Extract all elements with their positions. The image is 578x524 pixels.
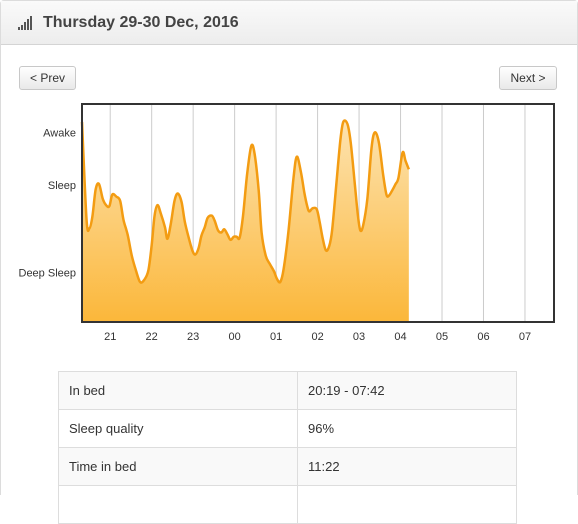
table-row: Sleep quality 96% — [58, 409, 517, 448]
sleep-area-series — [80, 119, 410, 322]
prev-button[interactable]: < Prev — [19, 66, 76, 90]
y-category-label: Awake — [43, 127, 76, 139]
table-cell-label: Time in bed — [58, 447, 298, 486]
panel-header: Thursday 29-30 Dec, 2016 — [1, 1, 577, 45]
sleep-chart-svg: Deep Sleep Sleep Awake 21 22 23 00 01 02 03 04 05 0… — [19, 103, 555, 343]
table-row: In bed 20:19 - 07:42 — [58, 371, 517, 410]
next-button[interactable]: Next > — [499, 66, 557, 90]
table-cell-label — [58, 485, 298, 524]
signal-bars-icon — [18, 15, 33, 30]
table-row: Time in bed 11:22 — [58, 447, 517, 486]
table-cell-value: 20:19 - 07:42 — [297, 371, 517, 410]
table-cell-value — [297, 485, 517, 524]
table-cell-label: Sleep quality — [58, 409, 298, 448]
x-axis-labels: 21 22 23 00 01 02 03 04 05 06 07 — [104, 331, 531, 343]
y-category-label: Sleep — [48, 180, 76, 192]
y-category-label: Deep Sleep — [19, 268, 77, 280]
x-tick-label: 03 — [353, 331, 365, 343]
sleep-line — [80, 119, 410, 284]
x-tick-label: 02 — [311, 331, 323, 343]
x-tick-label: 01 — [270, 331, 282, 343]
table-cell-label: In bed — [58, 371, 298, 410]
x-tick-label: 23 — [187, 331, 199, 343]
sleep-summary-table: In bed 20:19 - 07:42 Sleep quality 96% T… — [58, 371, 517, 524]
x-tick-label: 05 — [436, 331, 448, 343]
table-row — [58, 485, 517, 524]
page-title: Thursday 29-30 Dec, 2016 — [43, 13, 239, 31]
table-cell-value: 11:22 — [297, 447, 517, 486]
plot-border — [81, 103, 555, 323]
x-tick-label: 07 — [519, 331, 531, 343]
table-cell-value: 96% — [297, 409, 517, 448]
x-tick-label: 21 — [104, 331, 116, 343]
sleep-area-fill — [82, 120, 409, 322]
y-axis-labels: Deep Sleep Sleep Awake — [19, 127, 77, 279]
x-tick-label: 00 — [229, 331, 241, 343]
x-tick-label: 04 — [394, 331, 406, 343]
sleep-chart: Deep Sleep Sleep Awake 21 22 23 00 01 02 03 04 05 0… — [0, 96, 578, 356]
x-tick-label: 06 — [477, 331, 489, 343]
x-tick-label: 22 — [146, 331, 158, 343]
